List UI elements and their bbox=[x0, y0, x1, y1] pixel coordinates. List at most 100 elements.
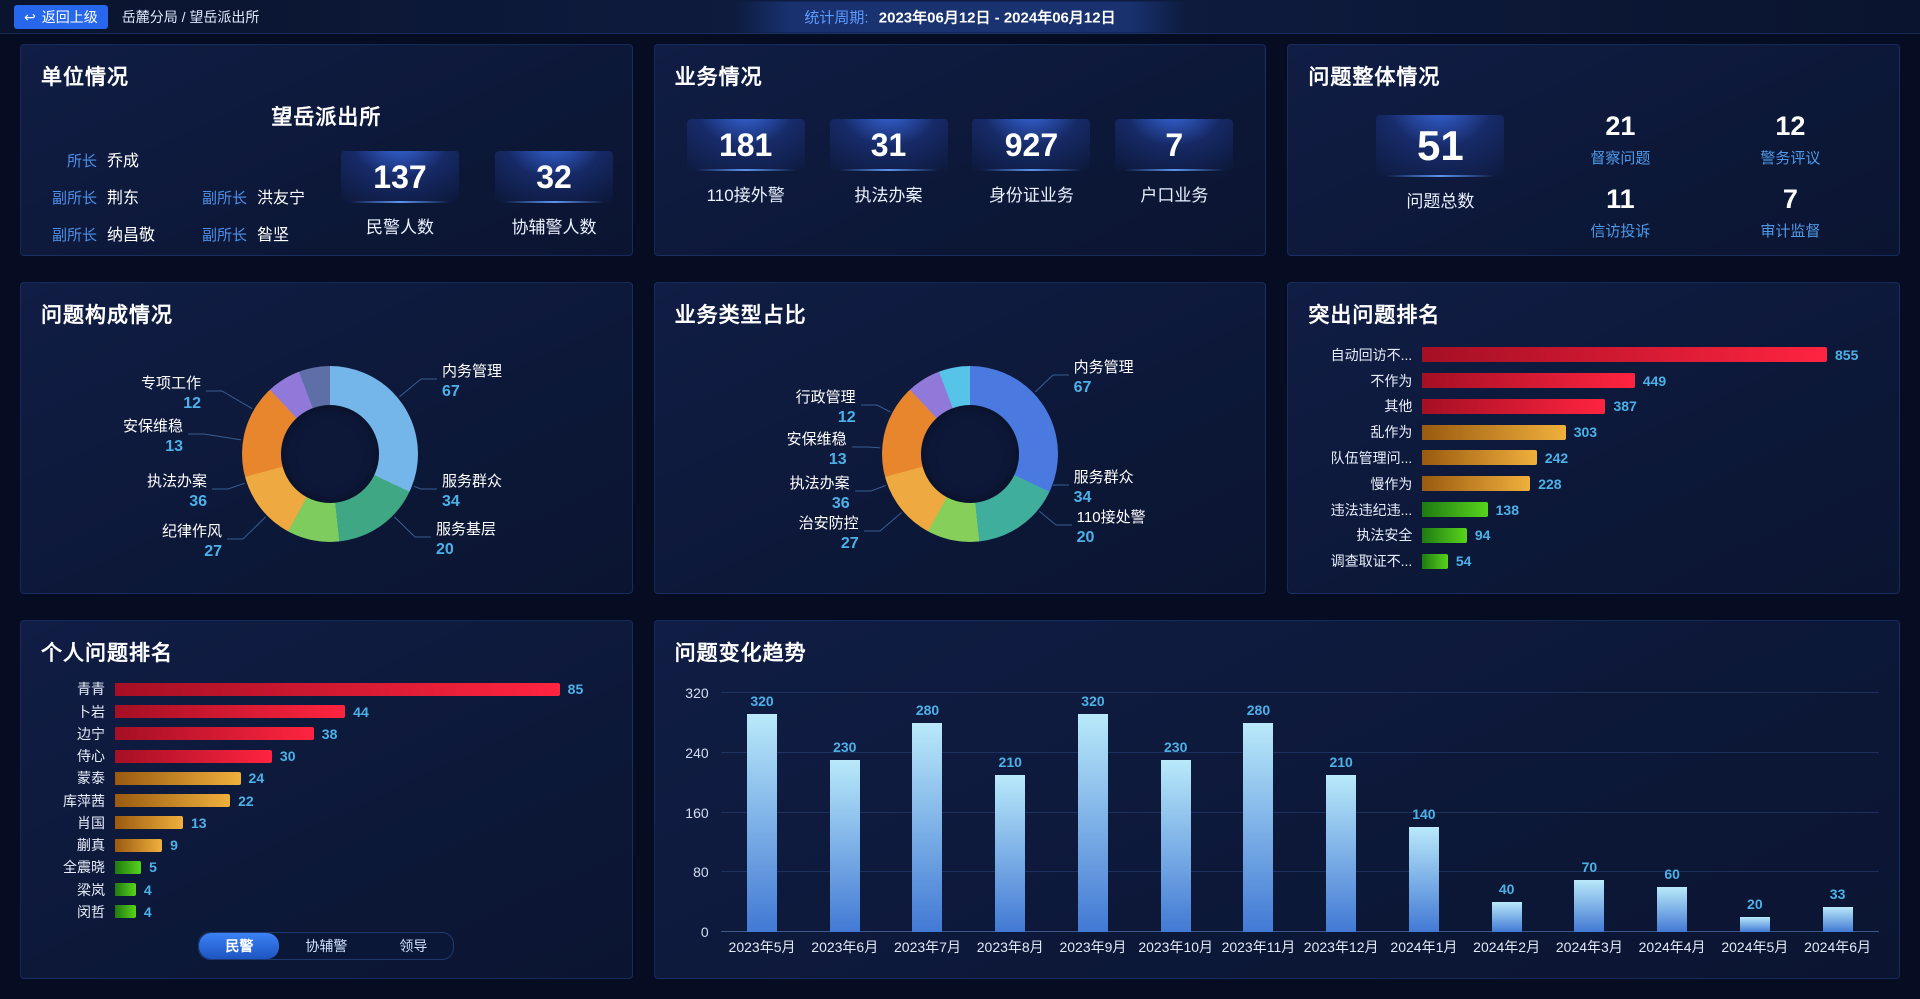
bar-category-label: 蒙泰 bbox=[77, 770, 105, 787]
donut-label: 执法办案 36 bbox=[690, 475, 850, 513]
bar-track: 30 bbox=[115, 748, 560, 764]
bar-fill bbox=[115, 860, 142, 874]
panel-problem-overview: 问题整体情况 51 问题总数 21 督察问题 12 警务评议 11 信访投诉 7 审计监督 bbox=[1287, 44, 1900, 256]
trend-bar bbox=[1739, 917, 1770, 932]
problem-total: 51 问题总数 bbox=[1376, 115, 1505, 212]
trend-bar-value: 60 bbox=[1664, 866, 1680, 883]
donut-label-name: 安保维稳 bbox=[786, 431, 847, 448]
donut-label-value: 13 bbox=[828, 451, 847, 468]
x-axis-label: 2023年10月 bbox=[1138, 939, 1214, 955]
bar-track: 13 bbox=[115, 815, 560, 831]
bar-track: 4 bbox=[115, 882, 560, 898]
donut-connector bbox=[227, 516, 266, 540]
donut-connector bbox=[851, 446, 880, 449]
overview-stat: 12 警务评议 bbox=[1760, 111, 1820, 168]
unit-stats: 137 民警人数 32 协辅警人数 bbox=[341, 151, 613, 238]
bar-row: 肖国 13 bbox=[41, 813, 612, 833]
donut-label-value: 12 bbox=[183, 395, 201, 412]
stat-value-box: 181 bbox=[686, 119, 805, 171]
stat-value: 7 bbox=[1165, 126, 1184, 163]
x-axis-label: 2023年12月 bbox=[1303, 939, 1379, 955]
gridline bbox=[720, 811, 1879, 813]
bar-row: 乱作为 303 bbox=[1308, 422, 1879, 442]
bar-track: 5 bbox=[115, 859, 560, 875]
x-axis-label: 2023年7月 bbox=[894, 939, 961, 955]
stat-value: 32 bbox=[536, 158, 572, 195]
bar-category-label: 全震晓 bbox=[63, 859, 105, 876]
donut-label-name: 执法办案 bbox=[789, 475, 850, 492]
personal-rank-tab[interactable]: 民警 bbox=[199, 933, 280, 959]
bar-value: 387 bbox=[1613, 398, 1637, 415]
bar-value: 94 bbox=[1474, 527, 1491, 544]
x-axis-label: 2023年11月 bbox=[1221, 939, 1296, 955]
y-axis-tick: 160 bbox=[685, 804, 709, 821]
leader-row: 副所长 荆东 副所长 洪友宁 bbox=[45, 184, 341, 208]
stat-item: 31 执法办案 bbox=[829, 119, 948, 206]
overview-stat-label: 警务评议 bbox=[1760, 150, 1821, 167]
bar-category-label: 自动回访不... bbox=[1330, 346, 1413, 363]
x-axis-label: 2023年5月 bbox=[728, 939, 796, 955]
y-axis-tick: 240 bbox=[685, 744, 709, 761]
bar-fill bbox=[1422, 424, 1566, 440]
bar-value: 4 bbox=[143, 903, 152, 920]
bar-row: 队伍管理问... 242 bbox=[1308, 448, 1879, 468]
bar-track: 303 bbox=[1422, 424, 1827, 440]
bar-row: 调查取证不... 54 bbox=[1308, 551, 1879, 571]
bar-fill bbox=[1422, 450, 1537, 466]
stat-value: 31 bbox=[870, 126, 907, 163]
x-axis-label: 2024年5月 bbox=[1721, 939, 1789, 955]
stat-item: 181 110接外警 bbox=[686, 119, 805, 206]
bar-row: 库萍茜 22 bbox=[41, 791, 612, 811]
stat-label: 身份证业务 bbox=[988, 186, 1074, 205]
personal-rank-tab[interactable]: 领导 bbox=[399, 938, 428, 954]
donut-label-name: 服务群众 bbox=[442, 473, 503, 490]
personal-rank-tab[interactable]: 协辅警 bbox=[305, 938, 348, 954]
bar-category-label: 执法安全 bbox=[1356, 527, 1413, 544]
bar-value: 85 bbox=[567, 681, 584, 698]
stat-value-box: 7 bbox=[1115, 119, 1234, 171]
donut-connector bbox=[1038, 510, 1072, 526]
back-button[interactable]: ↩ 返回上级 bbox=[14, 4, 108, 29]
stat-value: 137 bbox=[373, 158, 427, 195]
donut-label-value: 34 bbox=[1073, 489, 1092, 506]
leader: 副所长 荆东 bbox=[45, 184, 173, 208]
trend-bar-column: 320 bbox=[721, 693, 804, 932]
donut-label-value: 36 bbox=[831, 495, 850, 512]
donut-connector bbox=[1034, 374, 1069, 393]
leader-rows: 所长 乔成 副所长 荆东 副所长 洪友宁 副所长 纳昌敬 副所长 昝坚 bbox=[41, 147, 341, 245]
period-value: 2023年06月12日 - 2024年06月12日 bbox=[878, 9, 1116, 26]
bar-fill bbox=[1422, 502, 1488, 518]
bar-category-label: 侍心 bbox=[77, 748, 105, 764]
top-bar: ↩ 返回上级 岳麓分局 / 望岳派出所 统计周期: 2023年06月12日 - … bbox=[0, 0, 1920, 34]
donut-ring bbox=[881, 366, 1058, 542]
bar-fill bbox=[115, 794, 231, 807]
trend-bar-column: 230 bbox=[803, 693, 886, 932]
leader: 副所长 纳昌敬 bbox=[45, 221, 173, 245]
trend-bar bbox=[829, 760, 860, 932]
panel-problem-trend: 问题变化趋势 0 80 160 240 320 320 230 280 210 320 230 280… bbox=[653, 620, 1900, 979]
donut-label: 服务群众 34 bbox=[442, 473, 502, 511]
stat-value-box: 32 bbox=[495, 151, 613, 203]
problem-total-box: 51 bbox=[1376, 115, 1505, 177]
y-axis-tick: 0 bbox=[700, 924, 709, 940]
overview-stat: 21 督察问题 bbox=[1590, 111, 1650, 168]
donut-label-value: 34 bbox=[442, 493, 460, 510]
donut-label-value: 27 bbox=[204, 543, 222, 560]
y-axis-tick: 80 bbox=[693, 864, 709, 881]
stat-label: 协辅警人数 bbox=[511, 218, 597, 237]
bar-category-label: 闵哲 bbox=[77, 903, 105, 920]
bar-category-label: 慢作为 bbox=[1370, 475, 1413, 492]
x-axis-label: 2024年3月 bbox=[1555, 939, 1623, 955]
donut-connector bbox=[863, 512, 902, 532]
donut-label-value: 20 bbox=[1076, 529, 1095, 546]
panel-unit-title: 单位情况 bbox=[41, 66, 129, 89]
trend-bar-column: 210 bbox=[969, 693, 1052, 932]
bar-row: 蒙泰 24 bbox=[41, 768, 612, 788]
bar-value: 44 bbox=[353, 703, 369, 720]
bar-track: 387 bbox=[1422, 398, 1827, 415]
bar-value: 54 bbox=[1455, 553, 1472, 570]
bar-category-label: 肖国 bbox=[77, 814, 105, 831]
bar-track: 242 bbox=[1422, 450, 1827, 466]
bar-fill bbox=[115, 771, 241, 785]
bar-category-label: 调查取证不... bbox=[1330, 553, 1413, 570]
